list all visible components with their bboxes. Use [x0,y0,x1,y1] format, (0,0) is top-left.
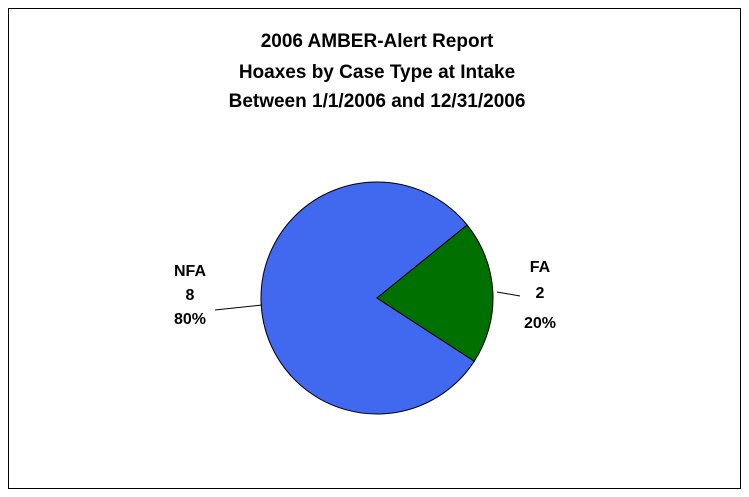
pie-slice [376,224,494,362]
slice-value: 2 [536,285,545,302]
chart-title: 2006 AMBER-Alert Report [261,31,494,52]
chart-title: Between 1/1/2006 and 12/31/2006 [229,91,526,112]
slice-percent: 80% [174,311,206,328]
pie-slice [260,181,475,415]
leader-line [496,291,521,297]
slice-label: NFA [174,263,206,280]
slice-label: FA [530,259,551,276]
chart-title: Hoaxes by Case Type at Intake [239,62,515,83]
leader-line [214,304,263,311]
slice-value: 8 [186,287,195,304]
slice-percent: 20% [524,315,556,332]
